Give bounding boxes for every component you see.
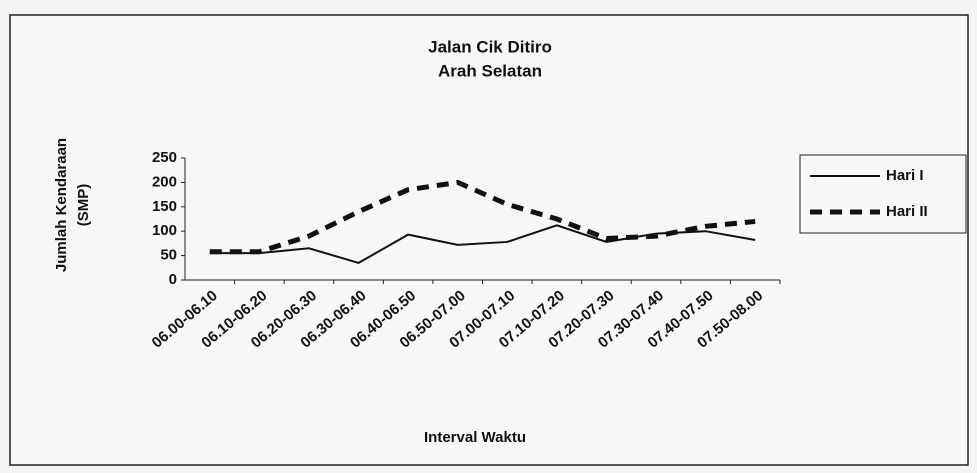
legend-label: Hari II xyxy=(886,203,928,220)
series-line xyxy=(209,179,756,255)
legend-label: Hari I xyxy=(886,167,924,184)
chart-border xyxy=(9,14,969,466)
y-tick-label: 100 xyxy=(152,222,177,239)
legend-box xyxy=(799,154,967,234)
chart-title: Arah Selatan xyxy=(438,61,542,80)
y-tick-label: 250 xyxy=(152,149,177,166)
chart-title: Jalan Cik Ditiro xyxy=(428,37,552,56)
y-tick-label: 150 xyxy=(152,198,177,215)
y-tick-label: 200 xyxy=(152,173,177,190)
y-axis-label: Jumlah Kendaraan xyxy=(53,138,70,272)
y-tick-label: 50 xyxy=(160,247,177,264)
y-axis-label: (SMP) xyxy=(75,184,92,227)
series-line xyxy=(209,224,756,264)
y-tick-label: 0 xyxy=(169,271,177,288)
x-axis-label: Interval Waktu xyxy=(424,429,526,446)
